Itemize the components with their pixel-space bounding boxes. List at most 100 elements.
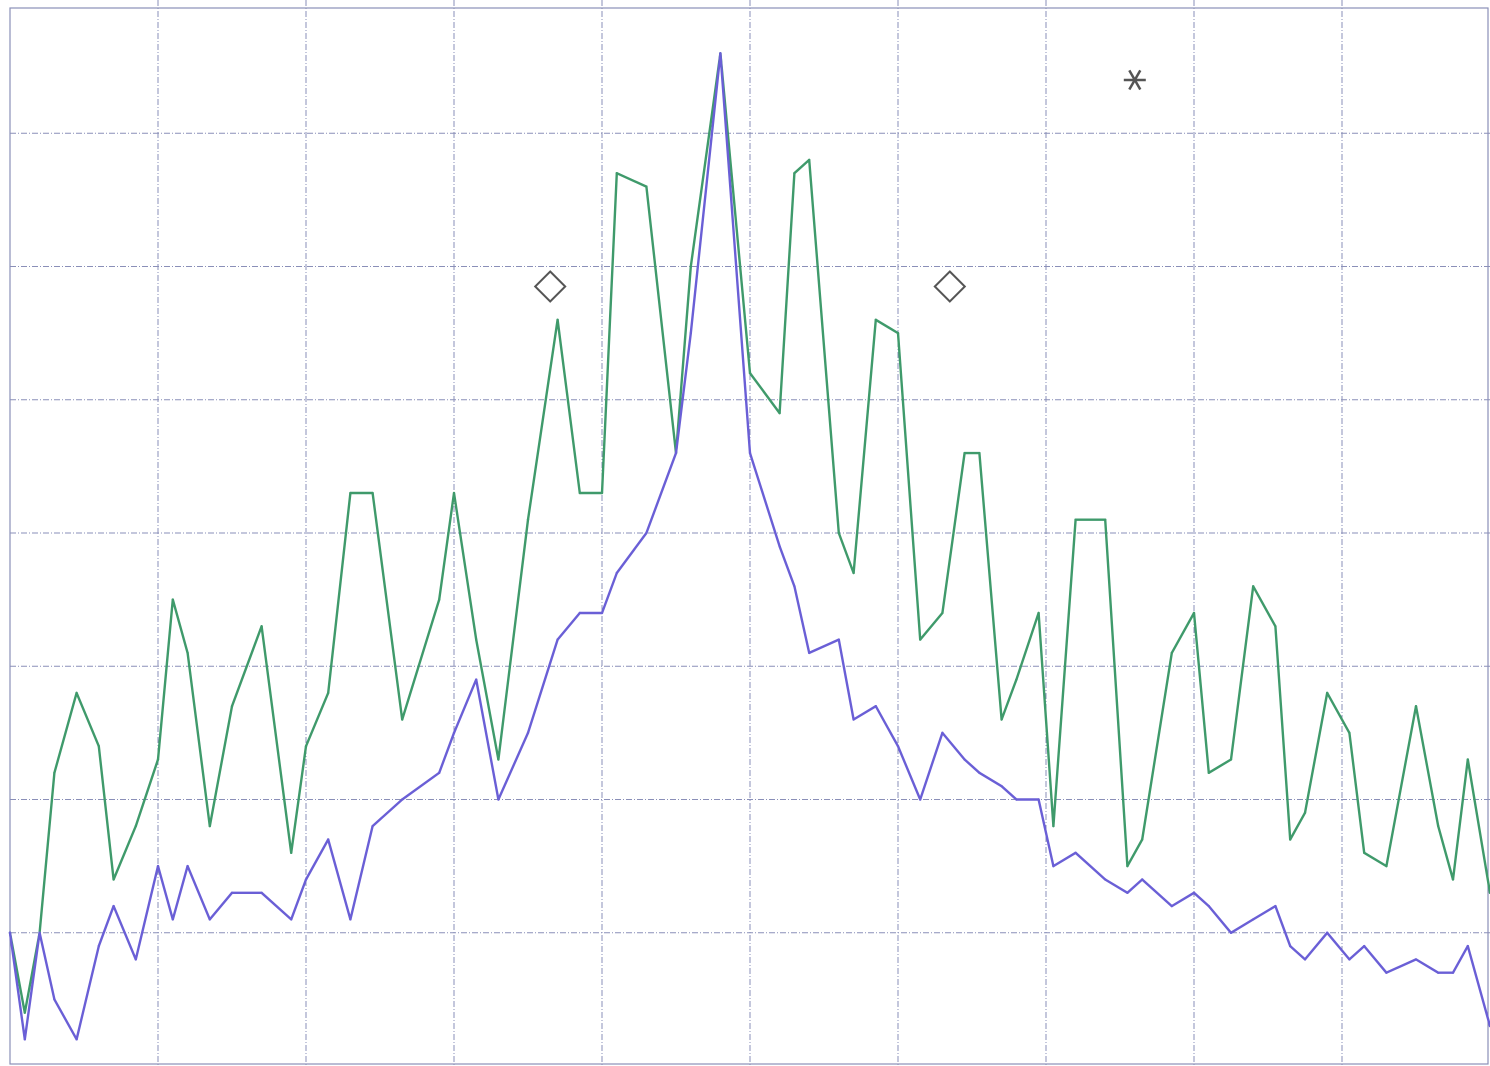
- series-1-point: [778, 411, 781, 415]
- series-1-point: [578, 491, 581, 495]
- plot-frame: [9, 7, 1489, 1065]
- series-2-point: [1451, 971, 1455, 974]
- series-1-point: [1229, 758, 1233, 761]
- series-2-point: [793, 585, 796, 588]
- series-2-point: [874, 705, 877, 708]
- series-2-point: [97, 944, 101, 948]
- asterisk-stroke-3: [1128, 69, 1142, 91]
- series-1-point: [808, 158, 811, 162]
- series-1-point: [134, 824, 137, 828]
- series-2-point: [1037, 798, 1040, 801]
- series-1-point: [186, 651, 189, 655]
- series-2-point: [1141, 878, 1144, 881]
- series-1-point: [1303, 811, 1307, 815]
- series-2-point: [689, 331, 692, 335]
- series-2-point: [1126, 891, 1129, 894]
- series-1-point: [260, 625, 263, 628]
- series-1-point: [978, 451, 981, 455]
- series-1-point: [1170, 651, 1174, 655]
- series-2-point: [600, 611, 604, 615]
- series-2-point: [1437, 971, 1440, 974]
- series-2-point: [156, 864, 160, 868]
- series-2-point: [23, 1038, 26, 1041]
- series-2-point: [38, 931, 41, 934]
- series-1-point: [600, 491, 604, 495]
- series-1-point: [1192, 611, 1196, 615]
- diamond-marker-2: [933, 270, 967, 303]
- series-2-point: [452, 731, 456, 735]
- series-2-point: [1385, 971, 1388, 974]
- series-1-point: [896, 331, 900, 335]
- series-1-point: [1104, 518, 1107, 521]
- series-2-point: [290, 918, 293, 921]
- series-2-point: [1074, 851, 1077, 854]
- series-2-point: [941, 731, 944, 735]
- series-1-point: [371, 491, 374, 495]
- series-1-point: [793, 172, 796, 175]
- series-1-point: [645, 185, 648, 188]
- series-2-point: [526, 731, 530, 735]
- series-1-point: [1363, 851, 1366, 854]
- asterisk-marker: [1123, 69, 1146, 91]
- series-2-point: [1414, 958, 1418, 961]
- series-1-point: [75, 691, 78, 695]
- series-2-point: [1274, 904, 1277, 908]
- series-1-point: [1074, 518, 1077, 521]
- series-2-point: [719, 52, 722, 55]
- series-1-point: [452, 491, 456, 495]
- series-1-point: [290, 851, 293, 854]
- series-2-point: [1170, 904, 1174, 908]
- series-1-point: [438, 598, 441, 601]
- series-2-point: [230, 891, 234, 894]
- series-1-point: [112, 878, 115, 881]
- series-1-point: [963, 451, 966, 455]
- series-1-point: [1437, 824, 1440, 828]
- series-2-point: [475, 678, 478, 681]
- series-2-point: [645, 531, 648, 535]
- series-2-point: [1252, 918, 1255, 921]
- series-1-point: [748, 371, 752, 375]
- series-2-point: [171, 918, 174, 921]
- series-1-point: [874, 318, 877, 321]
- series-1-point: [156, 758, 160, 761]
- series-1-point: [1141, 838, 1144, 841]
- series-2-point: [8, 931, 12, 934]
- series-1-point: [304, 745, 308, 748]
- series-2-point: [1303, 958, 1307, 961]
- series-2-point: [748, 451, 752, 455]
- series-2-point: [896, 745, 900, 748]
- series-2-point: [837, 638, 840, 641]
- series-1-point: [1126, 864, 1129, 868]
- series-2-point: [808, 651, 811, 655]
- series-2-point: [1229, 931, 1233, 934]
- series-2-point: [1207, 904, 1211, 908]
- series-2-point: [134, 958, 137, 961]
- series-2-point: [260, 891, 263, 894]
- series-2-point: [978, 771, 981, 775]
- diamond-marker-1: [533, 270, 567, 303]
- series-1-point: [1326, 691, 1329, 695]
- series-1-point: [1052, 824, 1055, 828]
- series-1-point: [1037, 611, 1040, 615]
- series-2-point: [1015, 798, 1018, 801]
- series-2-point: [401, 798, 404, 801]
- series-1-point: [475, 638, 478, 641]
- series-1-point: [556, 318, 559, 321]
- series-1-point: [1466, 758, 1470, 761]
- series-2-point: [349, 918, 352, 921]
- series-1-point: [526, 518, 530, 521]
- series-2-point: [778, 545, 781, 548]
- series-2-point: [497, 798, 500, 801]
- series-1-point: [1289, 838, 1292, 841]
- series-1-point: [1274, 625, 1277, 628]
- series-2-point: [53, 998, 56, 1001]
- grid: [9, 0, 1490, 1066]
- series-1-point: [208, 824, 211, 828]
- series-2-point: [438, 771, 441, 775]
- series-2-point: [1289, 944, 1292, 948]
- series-2-point: [919, 798, 922, 801]
- series-2-point: [578, 611, 581, 615]
- series-1-point: [1451, 878, 1455, 881]
- series-2-point: [1000, 784, 1003, 788]
